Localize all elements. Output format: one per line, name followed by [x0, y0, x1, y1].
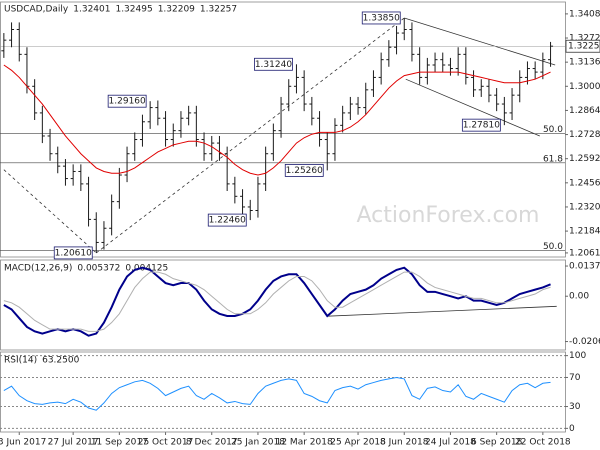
price-tag-label: 1.27810	[463, 121, 500, 131]
panel-border	[0, 1, 566, 258]
price-tag-label: 1.25260	[286, 166, 323, 176]
x-tick-label: 8 Dec 2017	[186, 438, 238, 448]
watermark: ActionForex.com	[357, 203, 540, 228]
trendline	[327, 305, 557, 317]
price-tag-label: 1.29160	[109, 97, 146, 107]
header-text: 1.32209	[158, 5, 195, 15]
level-label: 50.0	[543, 242, 563, 252]
x-tick-label: 12 Mar 2018	[276, 438, 333, 448]
level-label: 50.0	[543, 125, 563, 135]
y-tick-label: 30	[569, 402, 581, 412]
panel-border	[0, 351, 566, 433]
trendline	[405, 78, 540, 137]
x-tick-label: 8 Jun 2018	[380, 438, 429, 448]
y-tick-label: 1.28640	[569, 106, 600, 116]
price-tag	[284, 164, 324, 177]
header-text: 1.32401	[73, 5, 110, 15]
header-text: USDCAD,Daily	[4, 5, 69, 15]
x-tick-label: 22 Oct 2018	[515, 438, 571, 448]
trendline	[3, 169, 97, 254]
y-tick-label: 1.24560	[569, 178, 600, 188]
header-text: 63.2500	[42, 356, 79, 366]
price-tag	[207, 213, 247, 227]
y-tick-label: 0	[569, 424, 575, 434]
x-tick-label: 24 Jul 2018	[425, 438, 476, 448]
y-tick-label: -0.020652	[569, 337, 600, 347]
x-tick-label: 6 Sep 2018	[471, 438, 523, 448]
level-label: 61.8	[543, 154, 563, 164]
y-tick-label: 1.31360	[569, 58, 600, 68]
x-tick-label: 27 Jul 2017	[48, 438, 99, 448]
y-tick-label: 1.23200	[569, 202, 600, 212]
x-tick-label: 25 Jan 2018	[231, 438, 285, 448]
indicator-line	[3, 271, 551, 332]
price-tag	[254, 57, 293, 71]
y-tick-label: 1.27280	[569, 130, 600, 140]
indicator-line	[3, 266, 551, 337]
header-text: 1.32495	[115, 5, 152, 15]
moving-average	[3, 64, 551, 176]
y-tick-label: 1.21840	[569, 227, 600, 237]
y-tick-label: 70	[569, 373, 581, 383]
indicator-line	[3, 376, 551, 411]
x-tick-label: 25 Oct 2017	[138, 438, 194, 448]
y-tick-label: 100	[569, 351, 586, 361]
y-tick-label: 1.34080	[569, 9, 600, 19]
x-tick-label: 11 Sep 2017	[91, 438, 148, 448]
trendline	[404, 17, 556, 66]
price-tag-label: 1.31240	[255, 60, 292, 70]
header-text: MACD(12,26,9)	[4, 264, 72, 274]
header-text: 0.005372	[77, 264, 120, 274]
header-text: RSI(14)	[4, 356, 37, 366]
y-tick-label: 1.32720	[569, 34, 600, 44]
price-tag-label: 1.33850	[363, 13, 400, 23]
trendline	[96, 17, 405, 254]
panel-border	[0, 259, 566, 351]
y-tick-label: 0.00	[569, 292, 589, 302]
price-tag	[461, 118, 501, 132]
price-tag	[107, 94, 147, 108]
header-text: 1.32257	[200, 5, 237, 15]
price-tag	[53, 246, 93, 260]
x-tick-label: 13 Jun 2017	[0, 438, 46, 448]
price-tag	[361, 11, 401, 25]
y-tick-label: 1.30000	[569, 82, 600, 92]
price-tag-label: 1.22460	[209, 216, 246, 226]
y-tick-label: 1.25920	[569, 154, 600, 164]
last-price-label: 1.32257	[568, 42, 600, 52]
last-price-box	[565, 39, 600, 53]
x-tick-label: 25 Apr 2018	[330, 438, 386, 448]
y-tick-label: 0.013747	[569, 262, 600, 272]
y-tick-label: 1.20610	[569, 248, 600, 258]
price-tag-label: 1.20610	[55, 248, 92, 258]
